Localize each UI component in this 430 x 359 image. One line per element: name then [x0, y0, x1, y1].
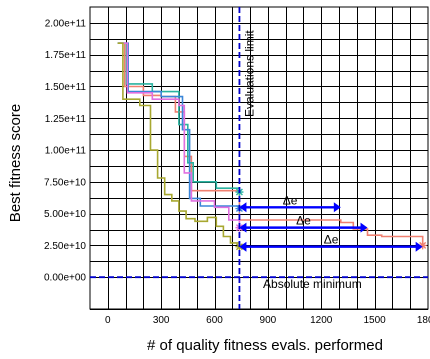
series-line	[118, 42, 241, 228]
plot-frame	[89, 6, 429, 310]
y-tick-label: 2.00e+11	[45, 18, 87, 29]
x-tick-label: 600	[206, 315, 223, 326]
delta-label: Δe	[296, 214, 311, 228]
reference-lines: Evaluations limit Absolute minimum	[90, 7, 428, 309]
delta-arrows: Δe Δe Δe	[239, 193, 423, 252]
series-end-marker	[418, 241, 427, 250]
x-tick-label: 1500	[364, 315, 387, 326]
delta-label: Δe	[324, 233, 339, 247]
series-line	[117, 42, 241, 209]
y-tick-label: 5.00e+10	[44, 209, 86, 220]
y-tick-label: 1.75e+11	[45, 50, 87, 61]
tick-labels: 0 300 600 900 1200 1500 1800 0.00e+00 2.50e+10 5.…	[44, 18, 430, 326]
y-tick-label: 7.50e+10	[44, 177, 86, 188]
grid	[89, 6, 429, 310]
y-tick-label: 2.50e+10	[44, 241, 86, 252]
absolute-minimum-label: Absolute minimum	[263, 277, 362, 291]
y-tick-label: 1.00e+11	[45, 146, 87, 157]
y-tick-label: 1.50e+11	[45, 82, 87, 93]
y-tick-label: 0.00e+00	[44, 273, 86, 284]
arrow-head	[239, 202, 247, 213]
x-tick-label: 0	[105, 315, 111, 326]
evaluations-limit-label: Evaluations limit	[242, 30, 256, 117]
series-line	[118, 42, 424, 246]
arrow-head	[239, 222, 247, 233]
x-tick-label: 1200	[310, 315, 333, 326]
x-axis-label: # of quality fitness evals. performed	[147, 337, 383, 354]
x-tick-label: 900	[260, 315, 277, 326]
arrow-head	[333, 202, 341, 213]
series-line	[117, 42, 241, 192]
series-line	[117, 42, 241, 247]
arrow-head	[415, 241, 423, 252]
x-tick-label: 300	[153, 315, 170, 326]
delta-label: Δe	[283, 193, 298, 207]
y-tick-label: 1.25e+11	[45, 114, 87, 125]
arrow-head	[360, 222, 368, 233]
x-tick-label: 1800	[417, 315, 430, 326]
arrow-head	[239, 241, 247, 252]
y-axis-label: Best fitness score	[7, 104, 24, 222]
series-group	[117, 42, 427, 251]
